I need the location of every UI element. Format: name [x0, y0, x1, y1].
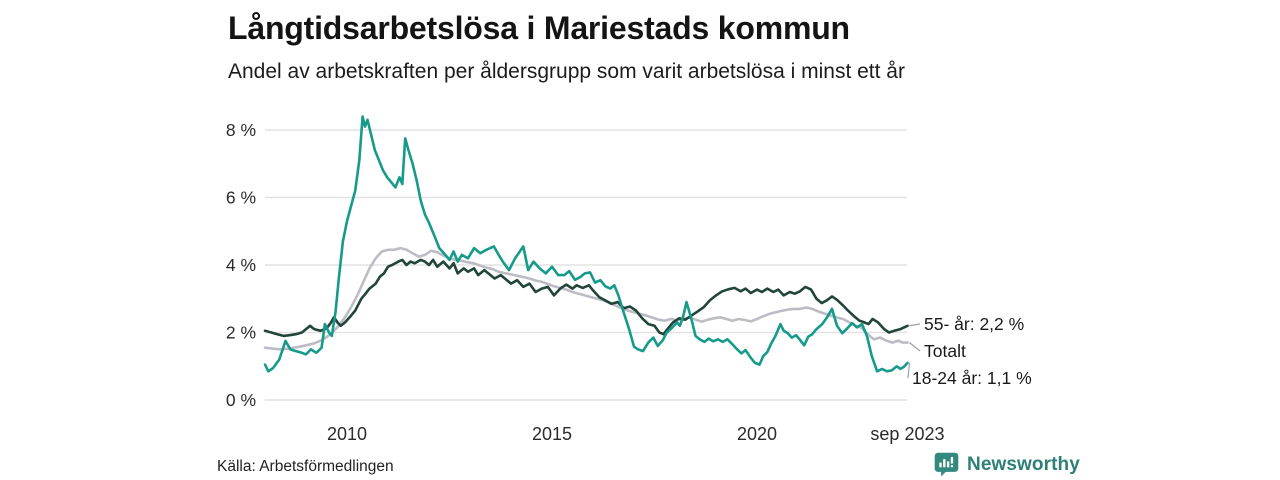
y-tick-label: 4 %: [226, 255, 256, 275]
page-subtitle: Andel av arbetskraften per åldersgrupp s…: [228, 60, 905, 83]
series-end-label: 55- år: 2,2 %: [924, 314, 1024, 334]
source-note: Källa: Arbetsförmedlingen: [217, 458, 394, 475]
brand-footer: Newsworthy: [933, 451, 1080, 478]
newsworthy-logo-icon: [933, 451, 960, 478]
end-label-connector: [909, 323, 921, 327]
y-tick-label: 6 %: [226, 188, 256, 208]
end-label-connector: [909, 342, 921, 352]
series-line-55-r: [263, 258, 909, 338]
y-tick-label: 2 %: [226, 323, 256, 343]
y-tick-label: 8 %: [226, 120, 256, 140]
x-tick-label: 2020: [737, 424, 777, 444]
x-tick-label: sep 2023: [870, 424, 944, 444]
x-tick-label: 2010: [327, 424, 367, 444]
series-line-totalt: [263, 246, 909, 351]
series-end-label: 18-24 år: 1,1 %: [912, 368, 1032, 388]
series-end-label: Totalt: [924, 341, 966, 361]
x-tick-label: 2015: [532, 424, 572, 444]
y-tick-label: 0 %: [226, 390, 256, 410]
series-line-18-24-r: [263, 115, 909, 373]
page-title: Långtidsarbetslösa i Mariestads kommun: [228, 10, 850, 46]
brand-name: Newsworthy: [967, 453, 1080, 475]
end-label-connector: [907, 362, 911, 379]
